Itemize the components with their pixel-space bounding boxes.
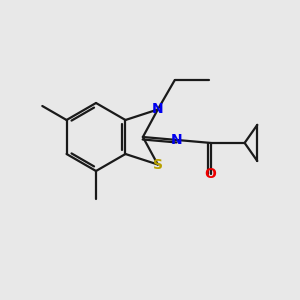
- Text: S: S: [153, 158, 163, 172]
- Text: O: O: [205, 167, 217, 181]
- Text: N: N: [152, 103, 164, 116]
- Text: N: N: [171, 133, 183, 147]
